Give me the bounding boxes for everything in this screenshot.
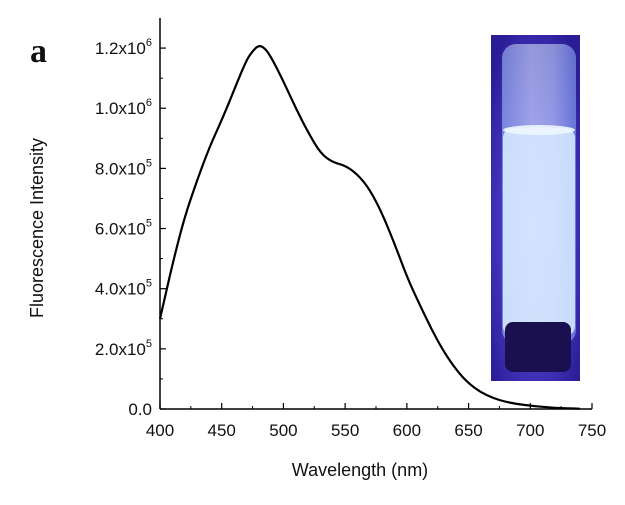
y-ticks: 0.0 2.0x105 4.0x105 6.0x105 8.0x105 1.0x106 1.…: [95, 37, 166, 419]
x-tick-label: 700: [516, 421, 544, 440]
inset-photo: [491, 35, 580, 381]
y-tick-label: 1.0x106: [95, 97, 152, 118]
vial-solution: [503, 128, 575, 336]
x-tick-label: 650: [454, 421, 482, 440]
x-axis-title: Wavelength (nm): [292, 460, 428, 480]
panel-letter: a: [30, 33, 47, 70]
x-tick-label: 400: [146, 421, 174, 440]
vial-meniscus: [503, 125, 575, 135]
y-tick-label: 8.0x105: [95, 157, 152, 178]
y-tick-label: 2.0x105: [95, 338, 152, 359]
x-tick-label: 750: [578, 421, 606, 440]
y-tick-label: 1.2x106: [95, 37, 152, 58]
x-tick-label: 500: [269, 421, 297, 440]
x-tick-label: 600: [393, 421, 421, 440]
x-tick-label: 450: [208, 421, 236, 440]
x-ticks: 400 450 500 550 600 650 700 750: [146, 403, 606, 440]
y-tick-label: 6.0x105: [95, 218, 152, 239]
y-tick-label: 0.0: [128, 400, 152, 419]
axes: 400 450 500 550 600 650 700 750 0.0 2.0x105 4.0x1…: [95, 18, 606, 440]
series-line: [158, 45, 580, 410]
x-tick-label: 550: [331, 421, 359, 440]
y-tick-label: 4.0x105: [95, 278, 152, 299]
vial-cap: [505, 322, 571, 372]
y-axis-title: Fluorescence Intensity: [27, 138, 47, 318]
